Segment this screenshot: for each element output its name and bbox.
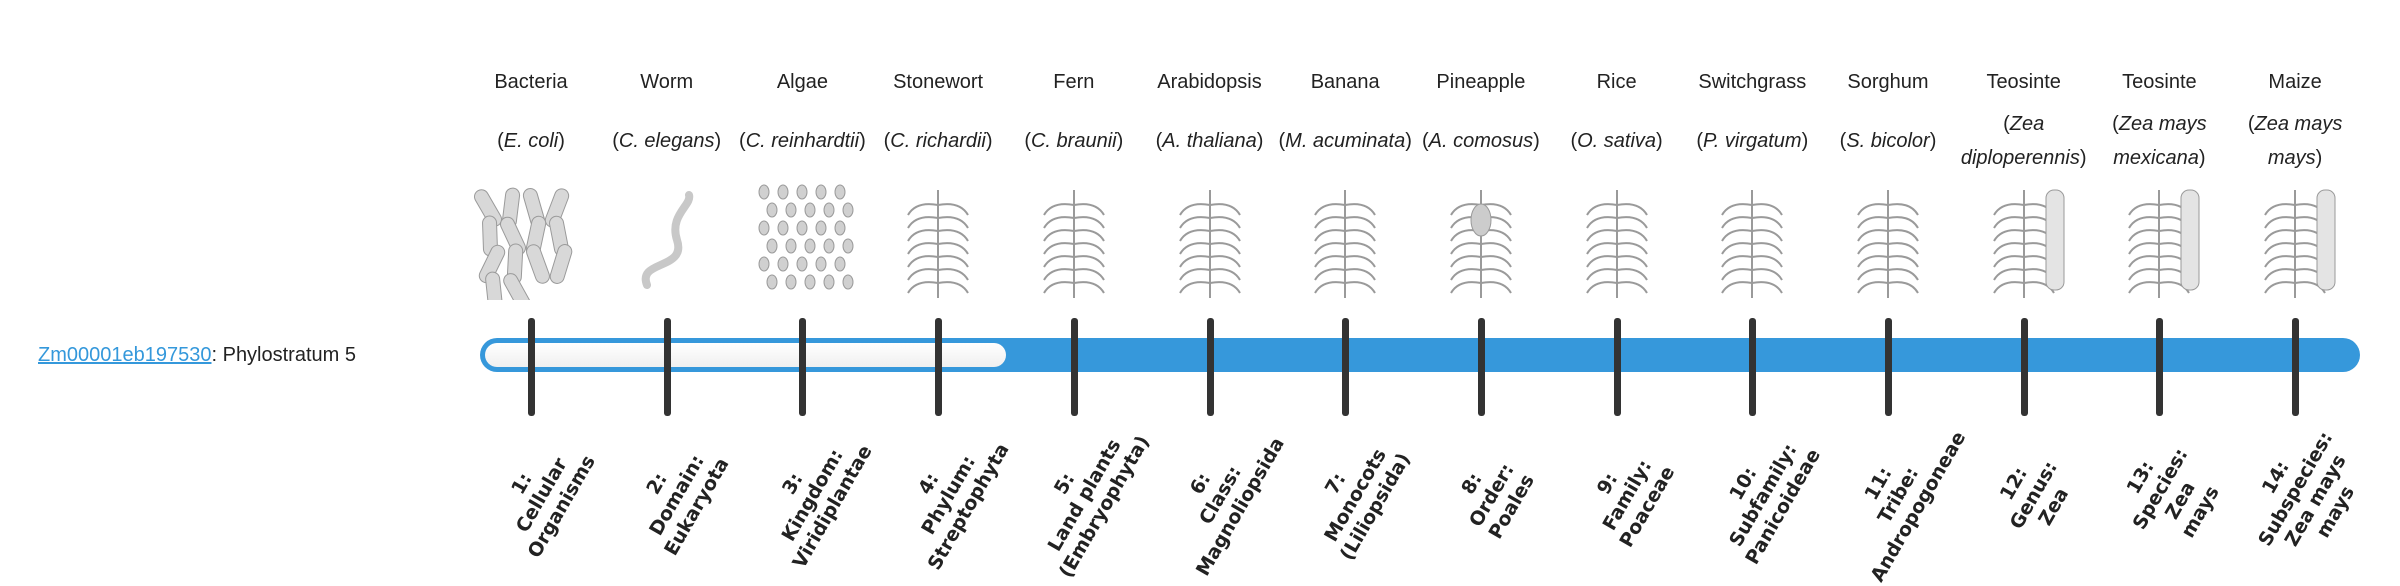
stratum-label-text: 9: Family: Poaceae [1592,455,1680,551]
organism-common-name: Sorghum [1847,71,1929,93]
organism-common-name: Pineapple [1436,71,1526,93]
organism-common-name: Teosinte [1986,71,2061,93]
organism-scientific-name: O. sativa [1549,104,1685,178]
organism-common-name: Switchgrass [1698,71,1807,93]
organism-column: Pineapple A. comosus [1413,60,1549,300]
organism-common-name: Banana [1310,71,1380,93]
stratum-tick [528,318,535,416]
organism-column: Rice O. sativa [1549,60,1685,300]
bacteria-rods-icon [471,180,591,313]
stratum-label-text: 2: Domain: Eukaryota [642,450,734,559]
organism-scientific-name: A. thaliana [1142,104,1278,178]
stratum-tick [2020,318,2028,416]
organism-column: Stonewort C. richardii [870,60,1006,300]
stratum-label-text: 1: Cellular Organisms [506,451,600,562]
organism-scientific-name: E. coli [463,104,599,178]
pineapple-icon [1421,180,1541,300]
organism-column: Teosinte Zea diploperennis [1956,60,2092,300]
sorghum-icon [1828,180,1948,300]
organism-column: Algae C. reinhardtii [734,60,870,300]
stratum-tick [1613,318,1621,416]
stratum-label-text: 13: Species: Zea mays [2122,444,2224,542]
organism-scientific-name: Zea mays mays [2227,104,2363,178]
stratum-label: 14: Subspecies: Zea mays mays [2216,428,2396,550]
stratum-tick [2292,318,2300,416]
organism-common-name: Fern [1053,71,1095,93]
organism-column: Bacteria E. coli [463,60,599,313]
organism-common-name: Algae [776,71,828,93]
organism-scientific-name: C. elegans [599,104,735,178]
stratum-label-text: 12: Genus: Zea [1996,457,2074,533]
stratum-tick [1477,318,1485,416]
maize-icon [2235,180,2355,300]
organism-column: Sorghum S. bicolor [1820,60,1956,300]
organism-scientific-name: Zea diploperennis [1956,104,2092,178]
organism-common-name: Maize [2268,71,2322,93]
organism-scientific-name: C. braunii [1006,104,1142,178]
switchgrass-icon [1692,180,1812,300]
organism-common-name: Rice [1596,71,1637,93]
banana-plant-icon [1285,180,1405,300]
organism-column: Fern C. braunii [1006,60,1142,300]
worm-icon [607,180,727,300]
stratum-tick [1749,318,1757,416]
organism-scientific-name: C. richardii [870,104,1006,178]
organism-scientific-name: C. reinhardtii [734,104,870,178]
rice-icon [1557,180,1677,300]
stratum-tick [1885,318,1892,416]
bar-unfilled-segment [485,343,1006,367]
gene-label: Zm00001eb197530: Phylostratum 5 [38,340,356,370]
organism-common-name: Teosinte [2122,71,2197,93]
stratum-label-text: 8: Order: Poales [1456,459,1539,543]
phylostratum-bar [480,338,2360,372]
organism-scientific-name: A. comosus [1413,104,1549,178]
stratum-tick [1070,318,1078,416]
stratum-label-text: 14: Subspecies: Zea mays mays [2254,427,2359,551]
organism-scientific-name: P. virgatum [1684,104,1820,178]
organism-common-name: Arabidopsis [1157,71,1262,93]
organism-column: Switchgrass P. virgatum [1684,60,1820,300]
stonewort-icon [878,180,998,300]
stratum-tick [935,318,943,416]
organism-common-name: Bacteria [494,71,568,93]
phylostratum-text: : Phylostratum 5 [211,344,356,366]
teosinte-icon [1964,180,2084,300]
stratum-tick [663,318,671,416]
stratum-label-text: 10: Subfamily: Panicoideae [1724,439,1825,568]
organism-scientific-name: S. bicolor [1820,104,1956,178]
arabidopsis-icon [1150,180,1270,300]
fern-icon [1014,180,1134,300]
organism-scientific-name: Zea mays mexicana [2091,104,2227,178]
organism-column: Banana M. acuminata [1277,60,1413,300]
organism-scientific-name: M. acuminata [1277,104,1413,178]
stratum-tick [1206,318,1214,416]
stratum-label-text: 7: Monocots (Liliopsida) [1320,444,1416,564]
organism-common-name: Worm [640,71,694,93]
gene-id-link[interactable]: Zm00001eb197530 [38,344,212,366]
algae-cells-icon [742,180,862,300]
stratum-tick [1342,318,1350,416]
organism-column: Arabidopsis A. thaliana [1142,60,1278,300]
organism-column: Maize Zea mays mays [2227,60,2363,300]
stratum-tick [799,318,807,416]
organism-common-name: Stonewort [893,71,984,93]
teosinte-icon [2099,180,2219,300]
organism-column: Worm C. elegans [599,60,735,300]
stratum-tick [2156,318,2164,416]
organism-column: Teosinte Zea mays mexicana [2091,60,2227,300]
